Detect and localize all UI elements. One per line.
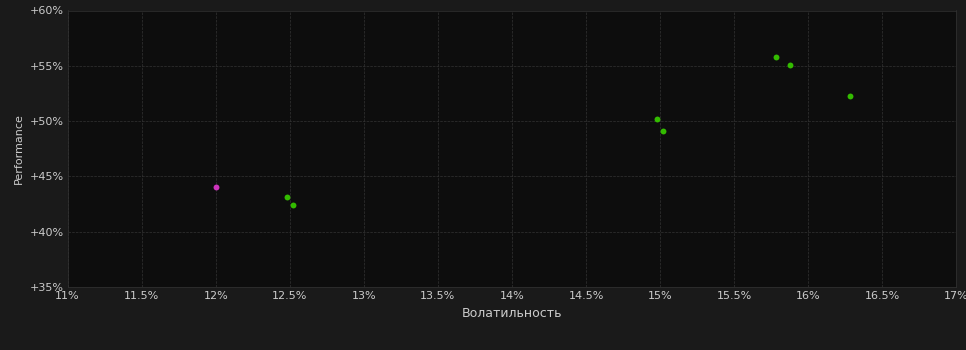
Point: [279, 195, 295, 200]
Point: [649, 116, 665, 122]
Point: [208, 185, 223, 190]
Point: [655, 128, 670, 134]
Point: [842, 93, 858, 98]
Point: [285, 202, 300, 208]
X-axis label: Волатильность: Волатильность: [462, 307, 562, 320]
Y-axis label: Performance: Performance: [14, 113, 24, 184]
Point: [768, 54, 783, 60]
Point: [782, 62, 798, 68]
